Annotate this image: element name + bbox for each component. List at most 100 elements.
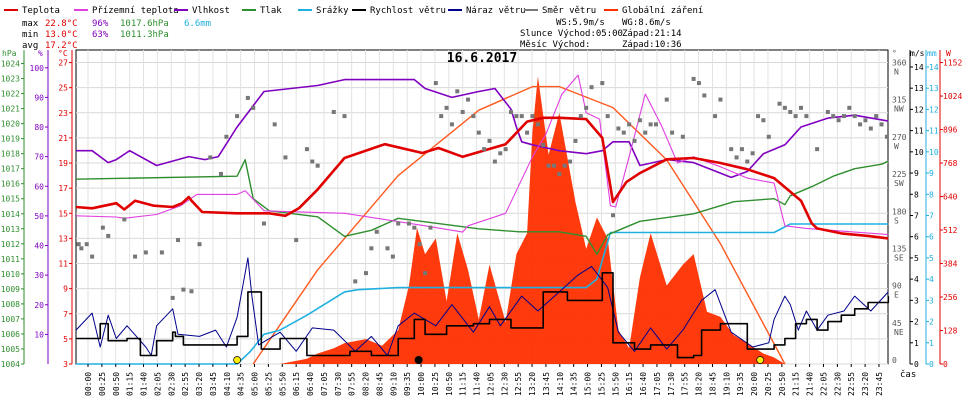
axis-celsius-tick-label: 15 <box>58 209 68 218</box>
wind-dir-point <box>836 118 841 123</box>
moonset-marker <box>414 356 423 364</box>
x-tick-label: 16:15 <box>625 372 634 396</box>
stat-min-pres: 1011.3hPa <box>120 30 169 40</box>
axis-direction-tick-label: 45 <box>892 319 902 328</box>
info-moon-set: Západ:10:36 <box>622 40 682 50</box>
stat-max-rain: 6.6mm <box>184 19 211 29</box>
axis-ms-tick-label: 6 <box>914 233 919 242</box>
wind-dir-point <box>745 159 750 164</box>
x-tick-label: 09:35 <box>403 372 412 396</box>
wind-dir-point <box>654 122 658 127</box>
wind-dir-point <box>568 159 573 164</box>
line-rychlost <box>76 272 890 359</box>
wind-dir-point <box>616 126 621 131</box>
axis-hpa-tick-label: 1021 <box>1 105 20 114</box>
wind-dir-point <box>562 163 567 168</box>
axis-mm-tick-label: 3 <box>929 296 934 305</box>
axis-mm-title: mm <box>927 49 937 58</box>
axis-celsius-tick-label: 17 <box>58 184 68 193</box>
axis-ms-tick-label: 11 <box>914 127 924 136</box>
wind-dir-point <box>100 225 105 230</box>
wind-dir-point <box>858 122 863 127</box>
wind-dir-point <box>729 147 734 152</box>
x-tick-label: 00:00 <box>84 372 93 396</box>
axis-mm-tick-label: 14 <box>929 63 939 72</box>
axis-celsius-tick-label: 13 <box>58 234 68 243</box>
x-tick-label: 13:20 <box>528 372 537 396</box>
axis-hpa-tick-label: 1011 <box>1 255 20 264</box>
x-tick-label: 05:50 <box>278 372 287 396</box>
x-tick-label: 17:55 <box>681 372 690 396</box>
axis-direction-tick-label: S <box>894 216 899 225</box>
axis-ms-tick-label: 1 <box>914 339 919 348</box>
wind-dir-point <box>466 97 471 102</box>
legend-label-teplota: Teplota <box>22 6 60 16</box>
axis-direction-tick-label: 180 <box>892 207 907 216</box>
axis-ms-tick-label: 10 <box>914 148 924 157</box>
wind-dir-point <box>637 118 642 123</box>
axis-hpa-title: hPa <box>2 49 17 58</box>
axis-direction-tick-label: SE <box>894 253 904 262</box>
x-tick-label: 12:55 <box>514 372 523 396</box>
wind-dir-point <box>766 134 771 139</box>
wind-dir-point <box>487 138 492 143</box>
stat-avg-label: avg <box>22 41 38 51</box>
wind-dir-point <box>294 238 299 243</box>
wind-dir-point <box>557 171 562 176</box>
info-moon-rise: Měsíc Východ: <box>520 40 590 50</box>
axis-wm2-tick-label: 896 <box>943 126 958 135</box>
legend-label-tlak: Tlak <box>260 6 282 16</box>
axis-celsius-tick-label: 5 <box>63 335 68 344</box>
wind-dir-point <box>364 271 368 276</box>
axis-hpa-tick-label: 1020 <box>1 120 20 129</box>
axis-hpa-tick-label: 1010 <box>1 270 20 279</box>
wind-dir-point <box>331 109 336 114</box>
axis-wm2-tick-label: 1152 <box>943 59 962 68</box>
x-tick-label: 19:10 <box>722 372 731 396</box>
wind-dir-point <box>315 163 320 168</box>
wind-dir-point <box>841 114 846 119</box>
axis-direction-tick-label: 90 <box>892 282 902 291</box>
x-tick-label: 04:35 <box>237 372 246 396</box>
axis-direction-tick-label: 270 <box>892 133 907 142</box>
axis-percent-tick-label: 40 <box>34 242 44 251</box>
axis-ms-tick-label: 4 <box>914 275 919 284</box>
axis-ms-tick-label: 8 <box>914 190 919 199</box>
wind-dir-point <box>444 105 449 110</box>
wind-dir-point <box>460 109 465 114</box>
wind-dir-point <box>369 246 374 251</box>
axis-wm2-tick-label: 256 <box>943 293 958 302</box>
axis-direction-tick-label: W <box>894 142 899 151</box>
axis-ms-tick-label: 0 <box>914 360 919 369</box>
wind-dir-point <box>756 114 761 119</box>
wind-dir-point <box>605 114 610 119</box>
axis-direction-title: ° <box>892 49 897 58</box>
wind-dir-point <box>799 105 803 110</box>
wind-dir-point <box>691 76 696 81</box>
wind-dir-point <box>847 105 852 110</box>
axis-hpa-tick-label: 1014 <box>1 210 20 219</box>
legend-label-rychlost: Rychlost větru <box>370 6 446 16</box>
wind-dir-point <box>189 289 194 294</box>
wind-dir-point <box>181 287 186 292</box>
wind-dir-point <box>525 130 530 135</box>
wind-dir-point <box>224 134 229 139</box>
x-tick-label: 07:30 <box>334 372 343 396</box>
info-ws: WS:5.9m/s <box>556 18 605 28</box>
wind-dir-point <box>439 114 444 119</box>
x-tick-label: 14:10 <box>556 372 565 396</box>
axis-celsius-tick-label: 3 <box>63 360 68 369</box>
axis-celsius-tick-label: 19 <box>58 159 68 168</box>
x-tick-label: 12:05 <box>486 372 495 396</box>
wind-dir-point <box>551 163 556 168</box>
axis-percent-tick-label: 90 <box>34 93 44 102</box>
axis-wm2-tick-label: 640 <box>943 193 958 202</box>
axis-direction-tick-label: 315 <box>892 96 907 105</box>
x-tick-label: 16:40 <box>639 372 648 396</box>
wind-dir-point <box>643 130 648 135</box>
x-tick-label: 10:00 <box>417 372 426 396</box>
x-tick-label: 03:45 <box>209 372 218 396</box>
x-tick-label: 05:00 <box>251 372 260 396</box>
wind-dir-point <box>482 147 487 152</box>
